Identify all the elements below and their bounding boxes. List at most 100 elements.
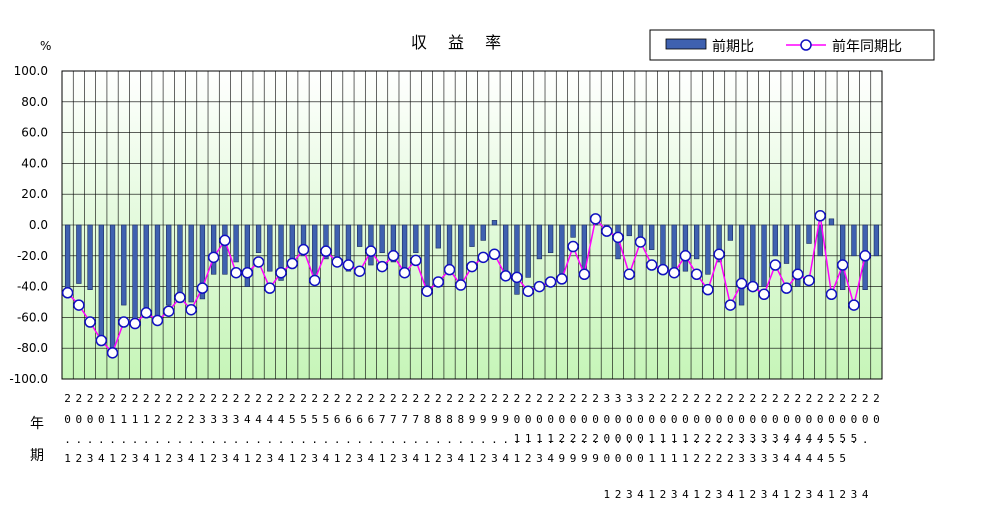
x-tick-char: . bbox=[615, 433, 622, 446]
x-tick-char: 2 bbox=[660, 488, 667, 501]
x-tick-char: 2 bbox=[536, 392, 543, 405]
line-marker bbox=[612, 231, 624, 244]
x-tick-char: 2 bbox=[356, 392, 363, 405]
x-tick-char: 8 bbox=[424, 413, 431, 426]
x-tick-char: 2 bbox=[469, 392, 476, 405]
x-tick-char: 2 bbox=[132, 392, 139, 405]
x-tick-char: 0 bbox=[727, 413, 734, 426]
x-tick-char: 4 bbox=[817, 432, 824, 445]
x-tick-char: 3 bbox=[738, 452, 745, 465]
x-tick-char: 1 bbox=[109, 413, 116, 426]
x-tick-char: 2 bbox=[851, 392, 858, 405]
x-tick-char: . bbox=[682, 433, 689, 446]
x-tick-char: 2 bbox=[98, 392, 105, 405]
x-tick-char: . bbox=[154, 433, 161, 446]
line-marker bbox=[589, 213, 602, 225]
x-tick-char: . bbox=[794, 433, 801, 446]
bar bbox=[873, 224, 880, 257]
x-tick-char: 1 bbox=[671, 432, 678, 445]
line-marker bbox=[578, 268, 591, 281]
x-tick-char: 4 bbox=[457, 452, 464, 465]
x-tick-char: 3 bbox=[401, 452, 408, 465]
x-tick-char: . bbox=[87, 433, 94, 446]
x-tick-char: 1 bbox=[648, 488, 655, 501]
line-marker bbox=[859, 250, 871, 262]
x-tick-char: 0 bbox=[873, 413, 880, 426]
line-marker bbox=[84, 316, 96, 328]
x-tick-char: 2 bbox=[109, 392, 116, 405]
x-tick-char: 0 bbox=[615, 452, 622, 465]
bar bbox=[76, 224, 82, 284]
x-tick-char: 6 bbox=[356, 413, 363, 426]
x-tick-char: . bbox=[255, 433, 262, 446]
x-tick-char: 2 bbox=[177, 392, 184, 405]
line-marker bbox=[679, 250, 692, 262]
x-tick-char: . bbox=[727, 433, 734, 446]
bar bbox=[244, 224, 251, 287]
x-tick-char: . bbox=[356, 433, 363, 446]
line-marker bbox=[196, 282, 209, 294]
x-tick-char: 2 bbox=[761, 392, 768, 405]
line-marker bbox=[623, 268, 636, 281]
x-tick-char: 5 bbox=[839, 432, 846, 445]
x-tick-char: 1 bbox=[379, 452, 386, 465]
bar bbox=[154, 224, 161, 321]
x-tick-char: 2 bbox=[671, 392, 678, 405]
x-tick-char: 4 bbox=[817, 488, 824, 501]
x-tick-char: . bbox=[390, 433, 397, 446]
x-tick-char: . bbox=[233, 433, 240, 446]
bar bbox=[233, 224, 239, 263]
x-tick-char: 2 bbox=[300, 392, 307, 405]
x-tick-char: 3 bbox=[210, 413, 217, 426]
line-marker bbox=[499, 270, 512, 282]
x-tick-char: 2 bbox=[502, 392, 509, 405]
bar bbox=[121, 224, 127, 306]
legend: 前期比 前年同期比 bbox=[649, 29, 935, 61]
bar bbox=[783, 224, 790, 264]
x-tick-char: 2 bbox=[188, 413, 195, 426]
line-marker bbox=[567, 240, 579, 253]
x-tick-char: 4 bbox=[368, 452, 375, 465]
x-tick-char: . bbox=[188, 433, 195, 446]
x-tick-char: 2 bbox=[839, 392, 846, 405]
x-tick-char: . bbox=[525, 433, 532, 446]
x-tick-char: 2 bbox=[581, 432, 588, 445]
bar bbox=[828, 218, 835, 226]
bar bbox=[267, 224, 273, 272]
x-tick-char: . bbox=[177, 433, 184, 446]
x-tick-char: 3 bbox=[671, 488, 678, 501]
line-marker bbox=[556, 273, 568, 285]
y-tick-label: 60.0 bbox=[21, 126, 48, 140]
x-tick-char: . bbox=[559, 433, 566, 446]
bar bbox=[413, 224, 419, 254]
x-tick-char: . bbox=[300, 433, 307, 446]
line-marker bbox=[455, 279, 467, 291]
x-tick-char: 4 bbox=[862, 488, 869, 501]
bar bbox=[536, 224, 543, 260]
y-tick-label: -20.0 bbox=[17, 249, 48, 263]
x-tick-char: 2 bbox=[76, 392, 83, 405]
bar bbox=[435, 224, 441, 249]
x-tick-char: 7 bbox=[379, 413, 386, 426]
x-tick-char: 3 bbox=[626, 488, 633, 501]
x-tick-char: 2 bbox=[772, 392, 779, 405]
x-tick-char: 5 bbox=[300, 413, 307, 426]
line-marker bbox=[645, 259, 658, 271]
x-tick-char: . bbox=[806, 433, 813, 446]
x-tick-char: . bbox=[165, 433, 172, 446]
x-tick-char: 2 bbox=[345, 392, 352, 405]
x-tick-row: ........................................… bbox=[64, 433, 868, 446]
x-tick-char: 0 bbox=[738, 413, 745, 426]
x-tick-char: 2 bbox=[705, 392, 712, 405]
line-marker bbox=[353, 265, 366, 277]
line-marker bbox=[825, 288, 838, 301]
y-tick-label: -60.0 bbox=[17, 310, 48, 324]
x-tick-char: . bbox=[379, 433, 386, 446]
x-tick-char: 4 bbox=[772, 488, 779, 501]
x-tick-char: 2 bbox=[806, 392, 813, 405]
x-tick-char: 0 bbox=[862, 413, 869, 426]
x-tick-char: 1 bbox=[143, 413, 150, 426]
